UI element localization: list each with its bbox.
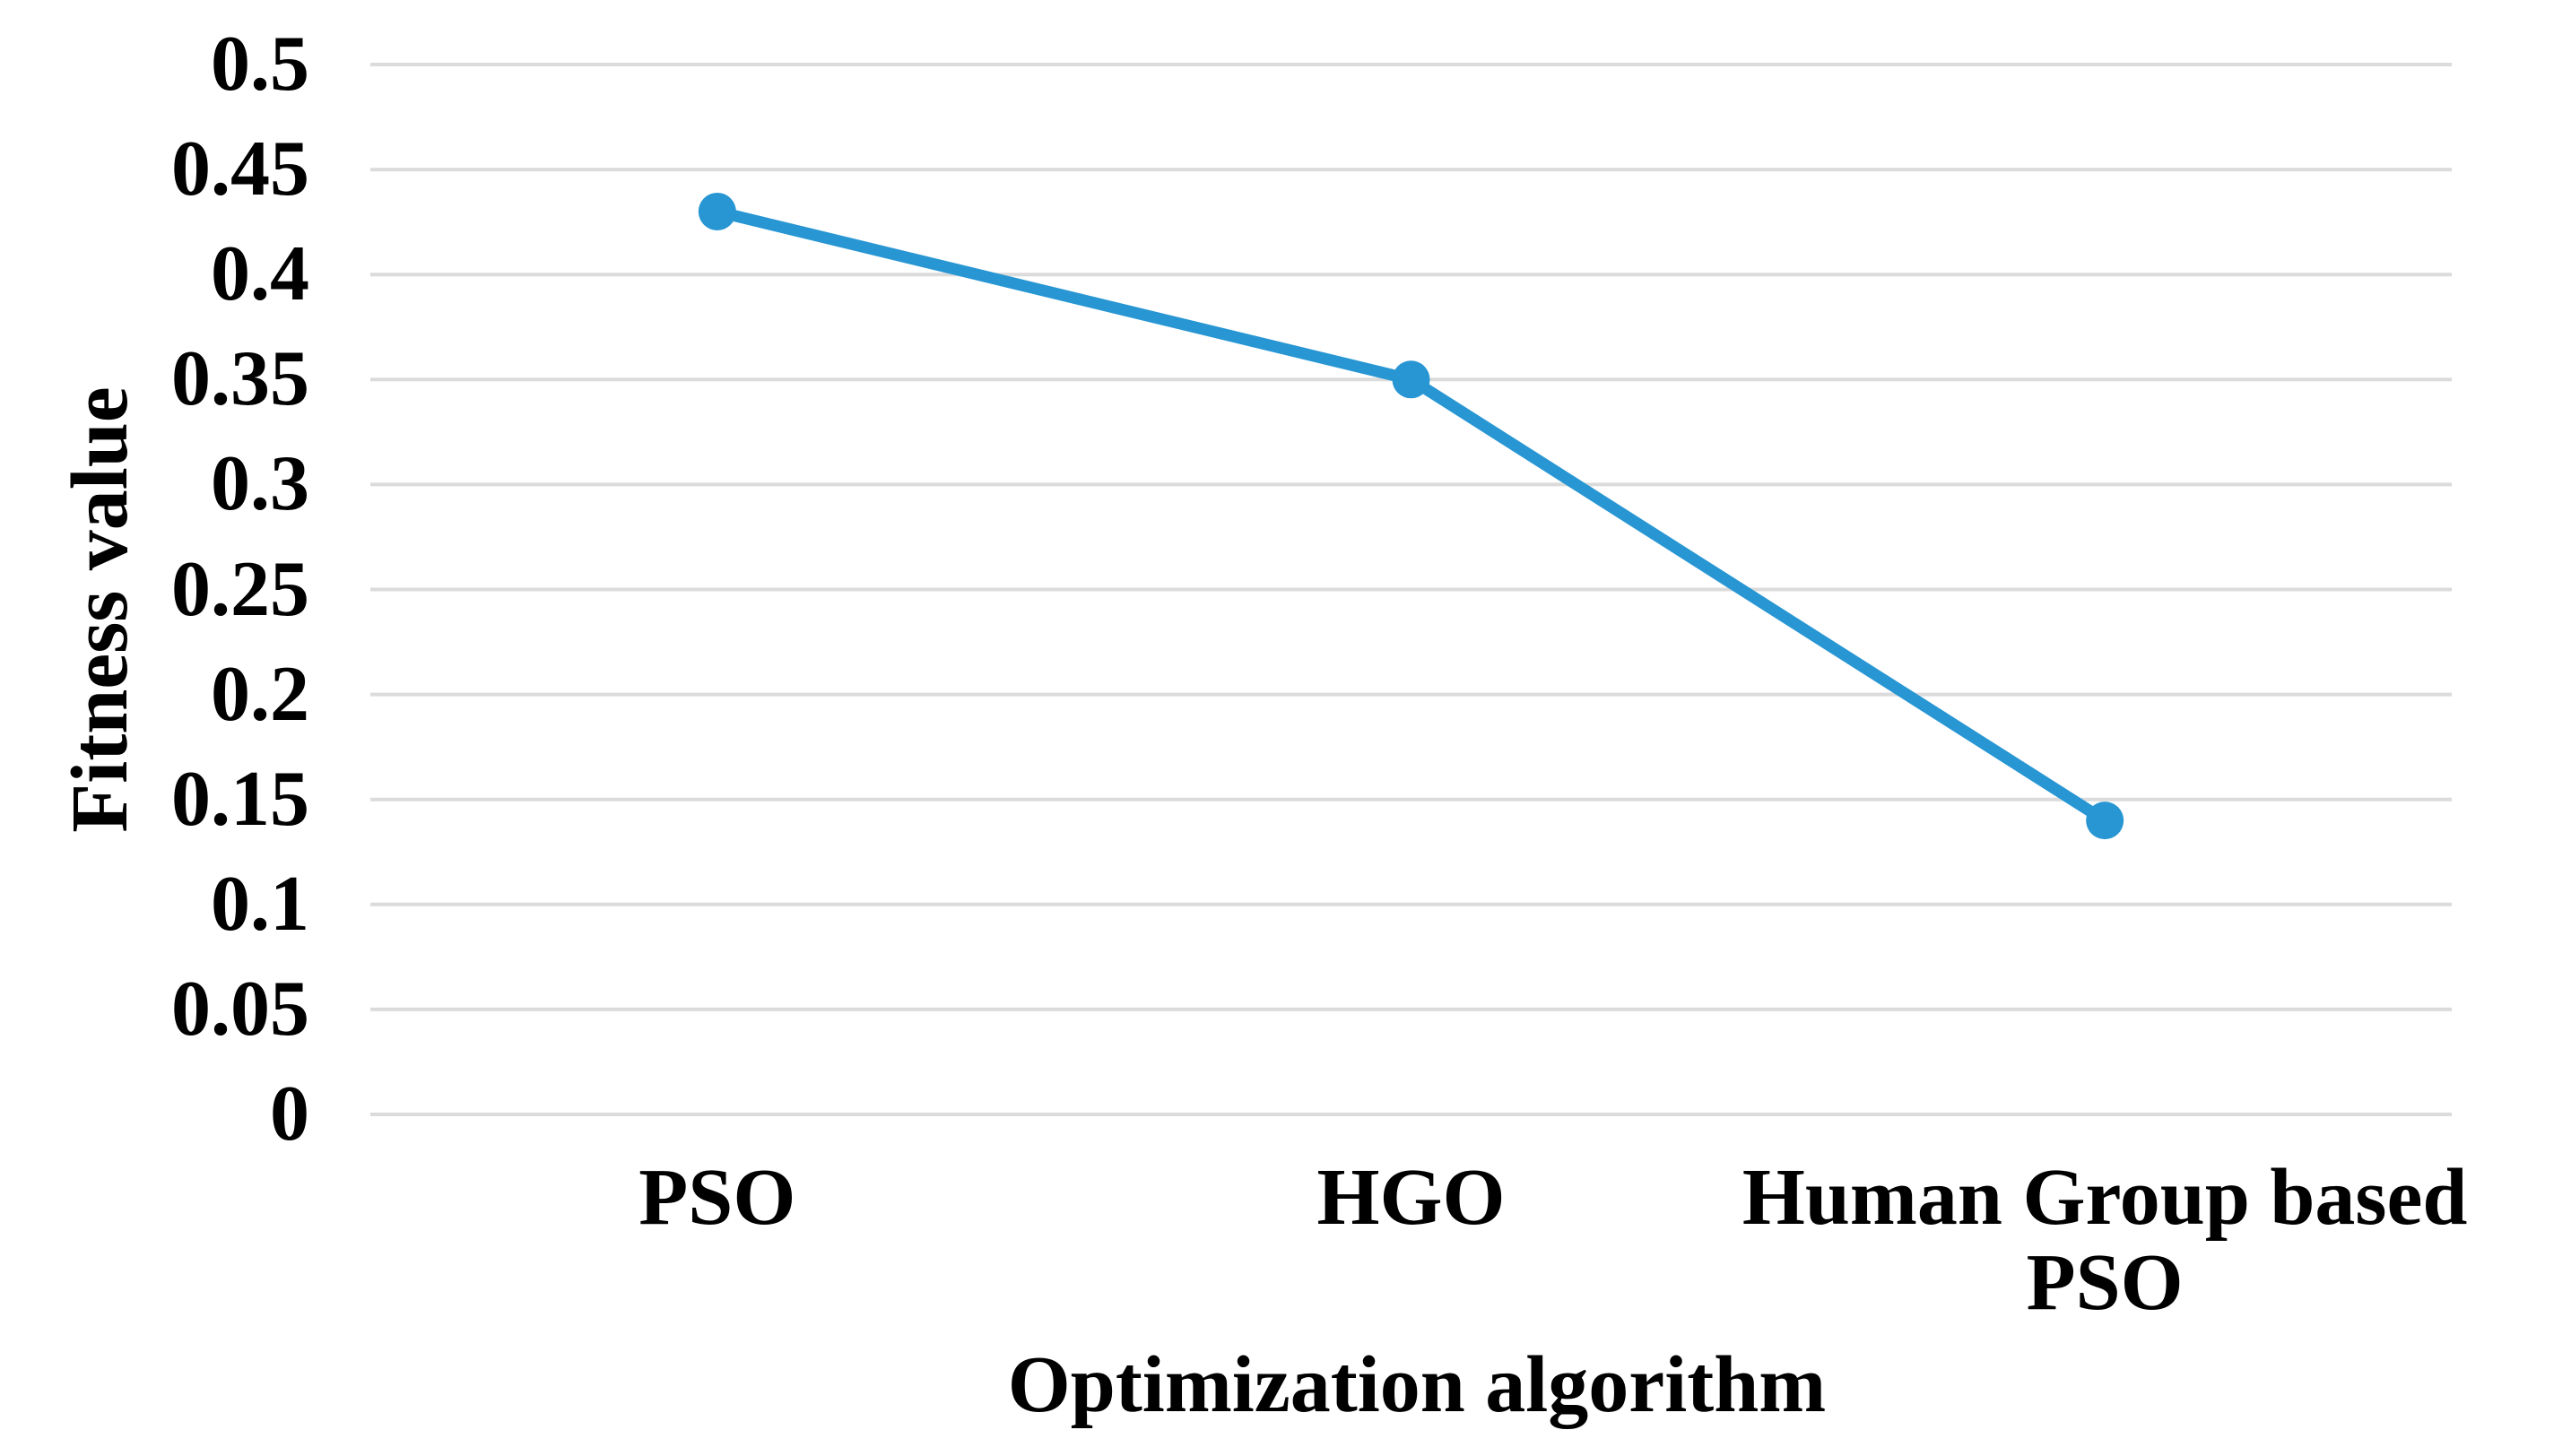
data-point-marker <box>2086 802 2124 840</box>
y-tick-label: 0.35 <box>171 335 309 423</box>
gridlines <box>370 63 2452 1116</box>
x-axis-title: Optimization algorithm <box>1007 1340 1827 1429</box>
y-tick-label: 0.1 <box>211 860 309 948</box>
y-tick-label: 0.5 <box>211 21 309 108</box>
y-axis-title: Fitness value <box>56 386 144 833</box>
y-tick-label: 0.45 <box>171 126 309 213</box>
series-group <box>698 192 2124 840</box>
x-tick-label: Human Group based PSO <box>1742 1153 2468 1328</box>
data-point-marker <box>1392 360 1430 399</box>
y-tick-label: 0.15 <box>171 755 309 843</box>
x-tick-label: PSO <box>638 1153 796 1242</box>
x-tick-label: HGO <box>1316 1153 1506 1242</box>
data-point-marker <box>698 192 736 230</box>
y-tick-label: 0.4 <box>211 230 309 318</box>
y-tick-label: 0.25 <box>171 545 309 633</box>
series-line <box>711 205 2111 827</box>
y-tick-label: 0.2 <box>211 650 309 738</box>
y-tick-label: 0.05 <box>171 965 309 1053</box>
y-tick-label: 0 <box>270 1070 309 1157</box>
y-tick-label: 0.3 <box>211 440 309 528</box>
